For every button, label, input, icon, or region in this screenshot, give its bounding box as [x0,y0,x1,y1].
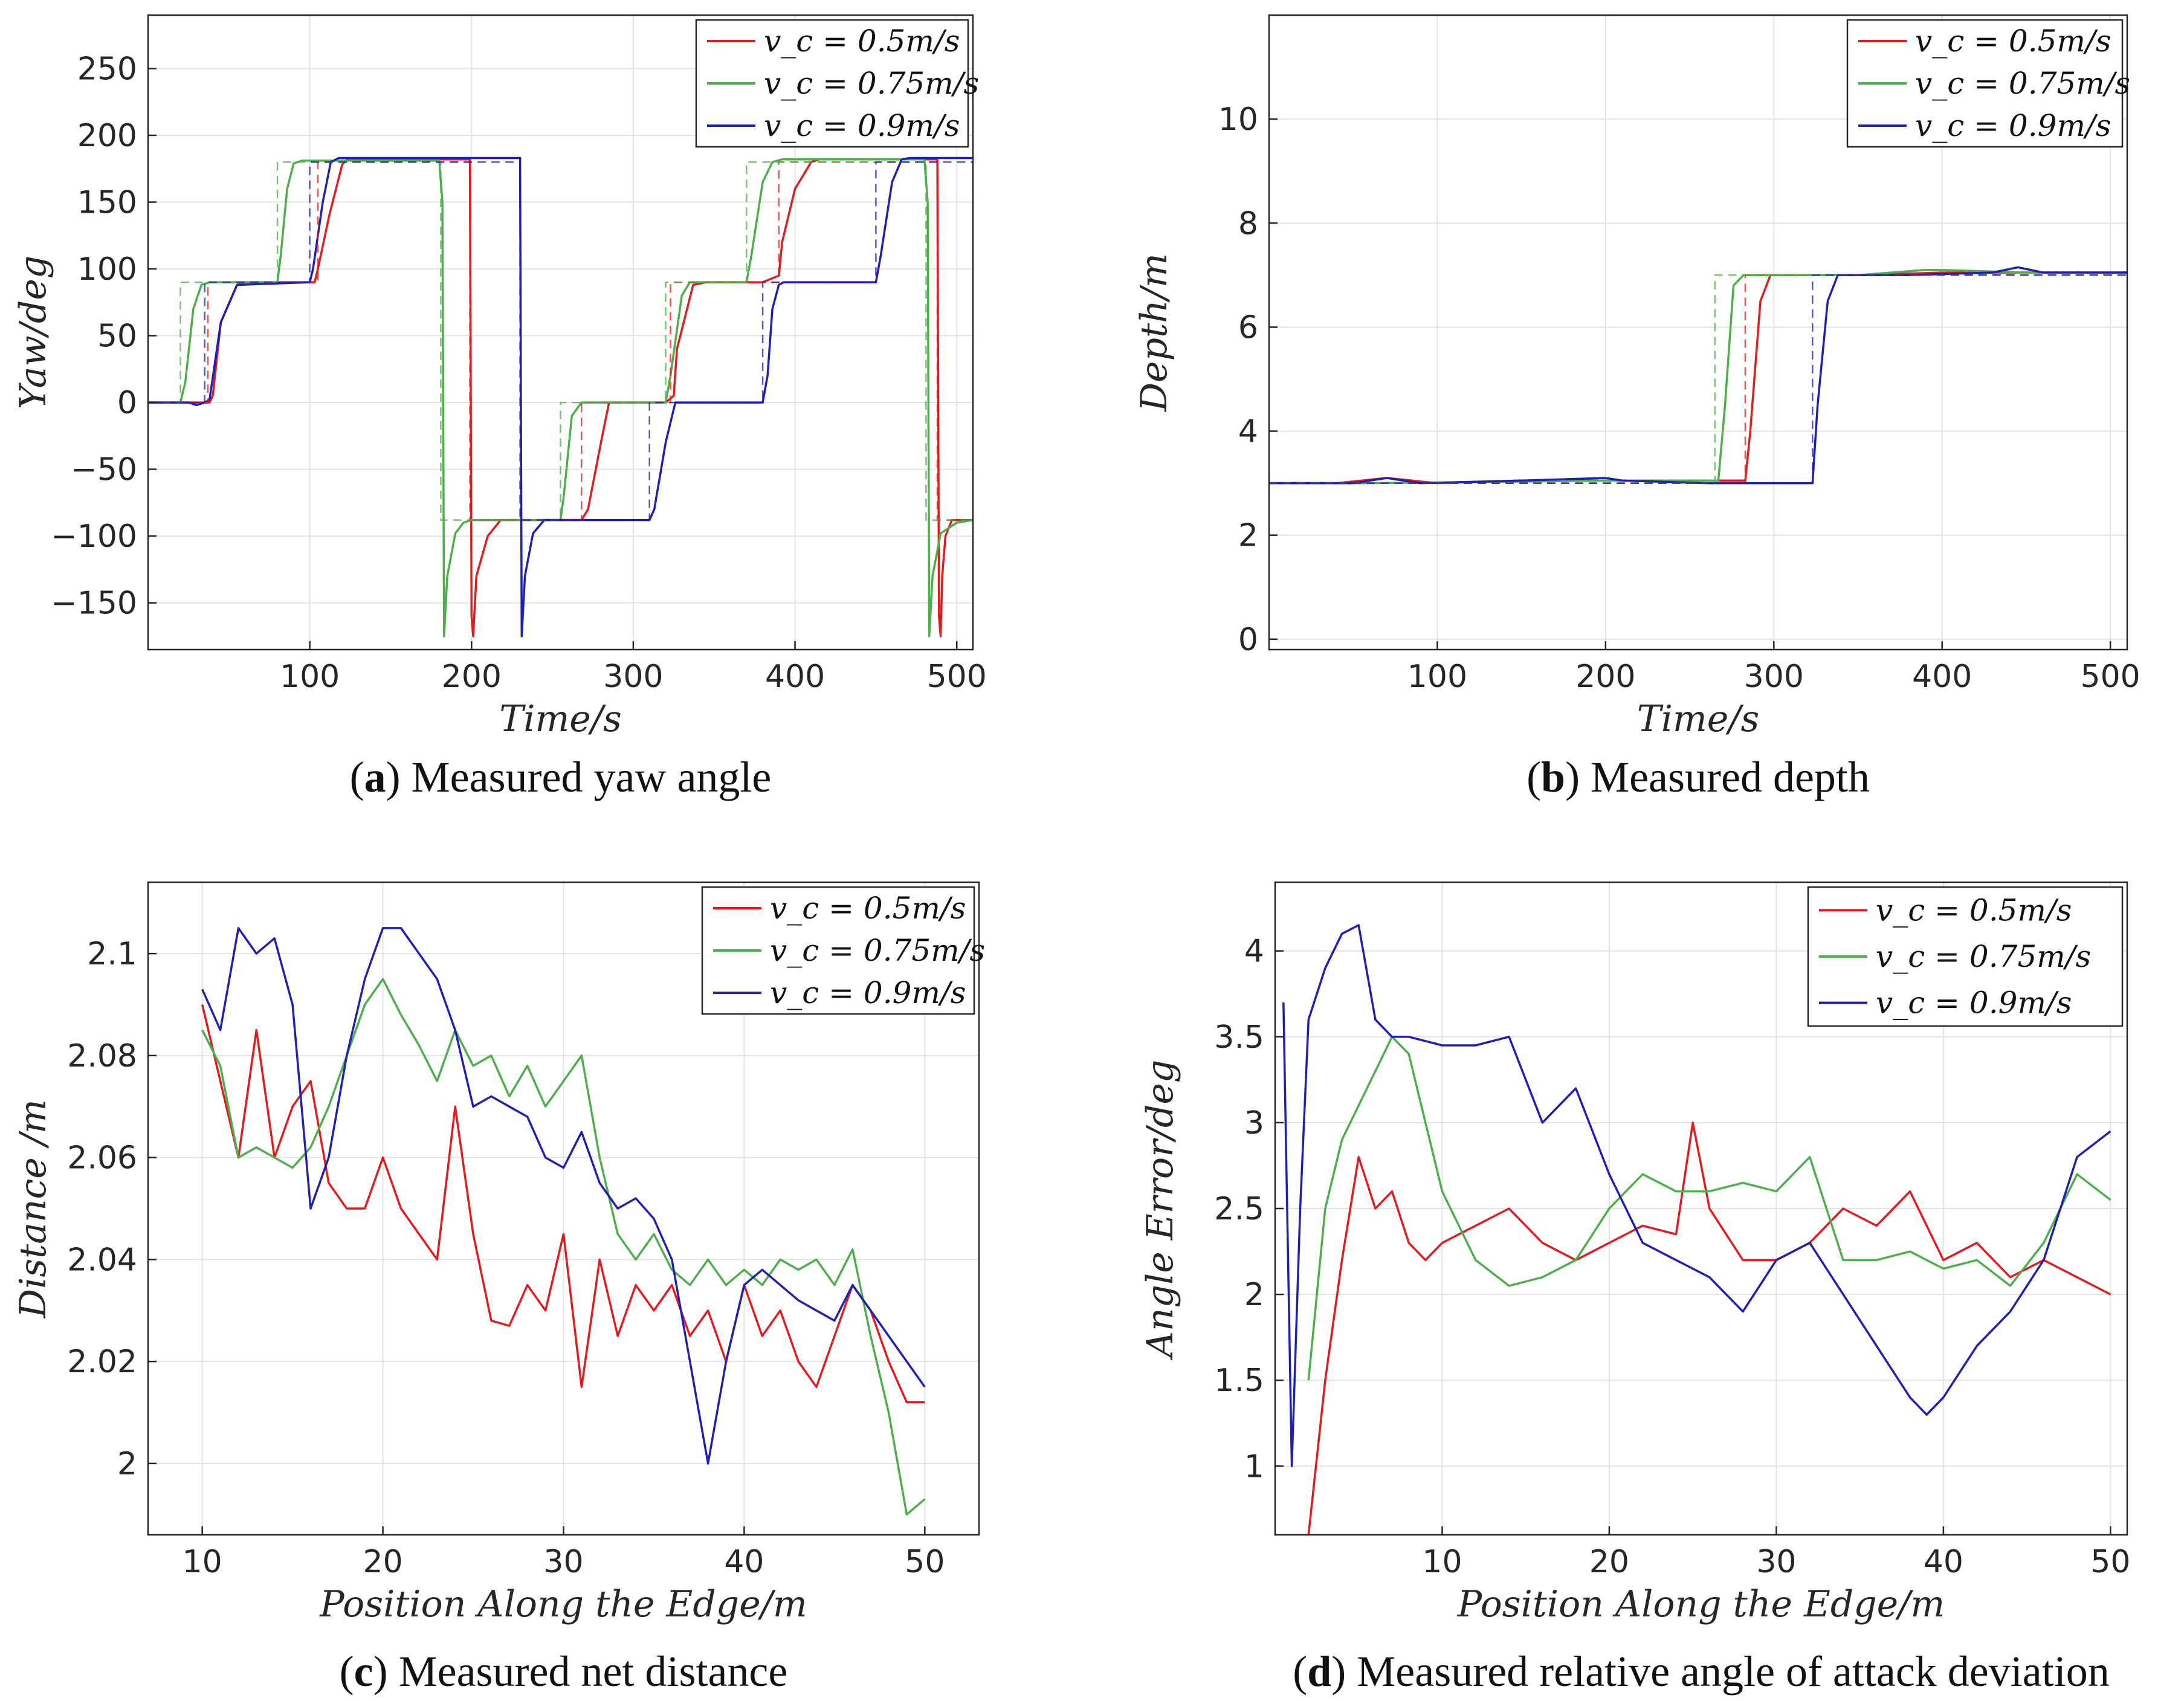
y-tick-label: 2.02 [67,1344,137,1380]
legend: v_c = 0.5m/s v_c = 0.75m/s v_c = 0.9m/s [1846,19,2130,148]
x-tick-label: 40 [724,1544,764,1580]
legend-entry: v_c = 0.9m/s [1876,986,2072,1021]
axes-box [147,14,974,651]
y-tick-label: 0 [117,385,137,421]
legend-entry: v_c = 0.75m/s [770,933,985,968]
x-tick-label: 400 [765,659,825,695]
legend: v_c = 0.5m/s v_c = 0.75m/s v_c = 0.9m/s [1807,886,2124,1027]
y-tick-label: 2.5 [1214,1191,1264,1227]
y-axis-label: Depth/m [1133,253,1175,412]
y-tick-label: 2.06 [67,1140,137,1176]
chart-panel-d: 10 20 30 40 50 1 1.5 2 2.5 3 3.5 4 Position Along th… [1139,881,2130,1696]
series-line-green [1307,1036,2111,1381]
y-tick-label: −150 [51,586,137,622]
legend-entry: v_c = 0.75m/s [1876,939,2091,974]
x-tick-label: 10 [183,1544,222,1580]
panel-caption: (c) Measured net distance [340,1647,788,1696]
x-tick-label: 30 [543,1544,583,1580]
y-tick-label: 2 [1244,1277,1264,1313]
y-tick-label: 250 [77,51,137,87]
x-tick-label: 500 [927,659,987,695]
y-tick-label: 200 [77,118,137,154]
y-tick-label: 2 [1238,518,1258,554]
legend: v_c = 0.5m/s v_c = 0.75m/s v_c = 0.9m/s [695,19,979,148]
series-line-red [1307,1122,2111,1535]
x-tick-label: 400 [1912,659,1972,695]
y-tick-label: 50 [97,318,137,355]
x-tick-label: 30 [1756,1544,1796,1580]
y-tick-label: 6 [1238,309,1258,346]
chart-panel-c: 10 20 30 40 50 2 2.02 2.04 2.06 2.08 2.1 Position A… [12,881,985,1696]
reference-line-red [148,161,973,521]
x-tick-label: 50 [905,1544,945,1580]
x-tick-label: 20 [363,1544,403,1580]
panel-caption: (a) Measured yaw angle [350,753,772,801]
y-tick-label: 2.04 [67,1242,137,1278]
x-axis-label: Position Along the Edge/m [1457,1583,1945,1625]
legend: v_c = 0.5m/s v_c = 0.75m/s v_c = 0.9m/s [701,886,985,1015]
chart-panel-b: 100 200 300 400 500 0 2 4 6 8 10 Time/s Depth/m v_c =… [1133,14,2140,801]
series-group [1282,924,2111,1535]
legend-entry: v_c = 0.5m/s [1876,892,2072,928]
axes-box [1268,14,2128,651]
y-tick-label: 3.5 [1214,1019,1264,1056]
y-tick-label: 4 [1238,414,1258,450]
y-tick-label: 1 [1244,1448,1264,1485]
legend-entry: v_c = 0.9m/s [770,975,966,1010]
x-tick-label: 300 [603,659,663,695]
x-axis-label: Position Along the Edge/m [319,1583,807,1625]
series-line-blue [1282,924,2111,1468]
legend-entry: v_c = 0.9m/s [764,108,960,143]
x-tick-label: 20 [1589,1544,1629,1580]
y-axis-label: Angle Error/deg [1139,1060,1181,1361]
panel-caption: (b) Measured depth [1527,753,1870,801]
x-tick-label: 100 [1407,659,1467,695]
x-axis-label: Time/s [499,698,622,740]
series-line-green [201,978,926,1516]
series-line-blue [201,927,926,1465]
y-tick-label: −100 [51,518,137,555]
x-tick-label: 500 [2081,659,2140,695]
legend-entry: v_c = 0.5m/s [1915,24,2111,59]
x-tick-label: 100 [280,659,340,695]
legend-entry: v_c = 0.5m/s [764,24,960,59]
legend-entry: v_c = 0.75m/s [1915,66,2130,101]
y-tick-label: 3 [1244,1105,1264,1141]
x-tick-label: 300 [1744,659,1804,695]
y-tick-label: 150 [77,184,137,221]
x-tick-label: 200 [442,659,502,695]
x-axis-label: Time/s [1637,698,1760,740]
y-tick-label: 100 [77,251,137,288]
y-axis-label: Distance /m [12,1099,54,1319]
x-tick-label: 50 [2090,1544,2130,1580]
y-tick-label: 2.08 [67,1038,137,1074]
legend-entry: v_c = 0.75m/s [764,66,979,101]
series-group [201,927,926,1516]
y-tick-label: 1.5 [1214,1363,1264,1399]
y-tick-label: 2 [117,1446,137,1482]
series-group [1269,266,2127,485]
y-tick-label: −50 [71,452,137,488]
x-tick-label: 40 [1924,1544,1963,1580]
y-tick-label: 4 [1244,934,1264,970]
legend-entry: v_c = 0.5m/s [770,891,966,926]
y-tick-label: 8 [1238,205,1258,242]
y-tick-label: 10 [1218,102,1258,138]
x-tick-label: 200 [1575,659,1635,695]
panel-caption: (d) Measured relative angle of attack de… [1293,1647,2109,1696]
legend-entry: v_c = 0.9m/s [1915,108,2111,143]
y-tick-label: 2.1 [87,936,137,972]
series-line-red [201,1004,925,1404]
x-tick-label: 10 [1422,1544,1462,1580]
reference-line-blue [148,161,973,521]
chart-panel-a: 100 200 300 400 500 −150 −100 −50 0 50 100 150 200 25… [12,14,987,801]
y-axis-label: Yaw/deg [12,256,54,410]
reference-line-blue [1269,274,2127,484]
series-group [148,157,973,637]
y-tick-label: 0 [1238,622,1258,658]
